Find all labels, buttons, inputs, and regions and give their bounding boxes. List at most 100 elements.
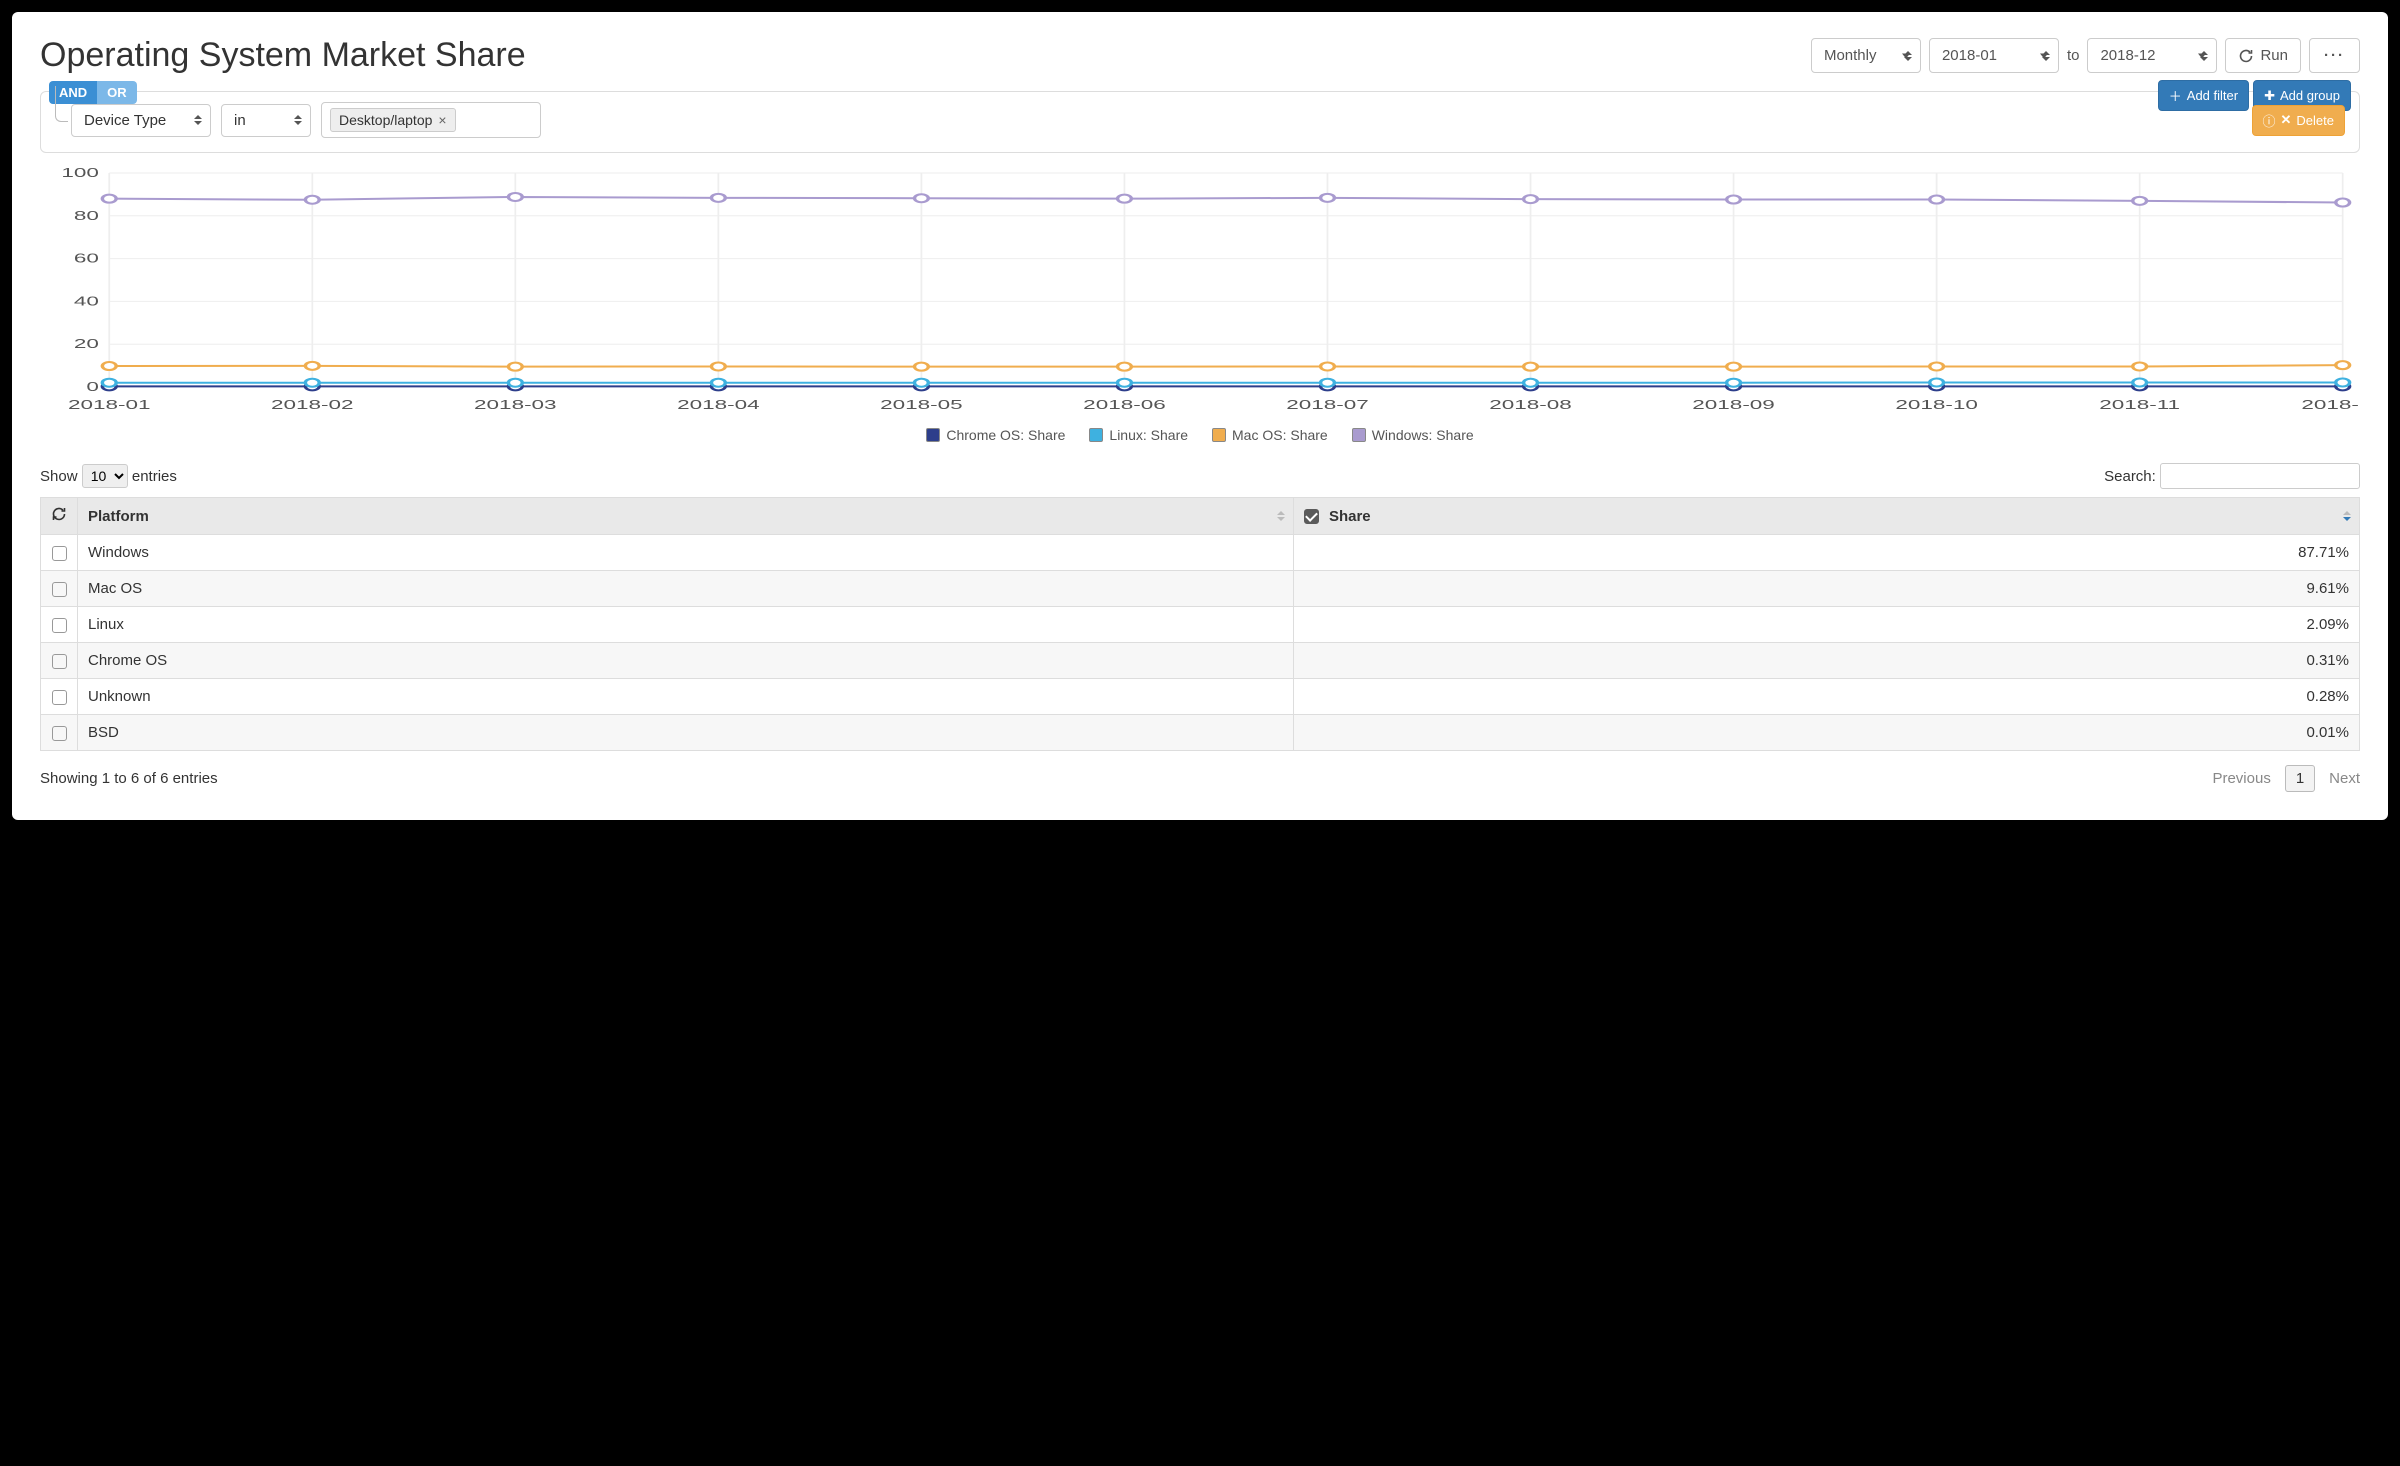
row-checkbox[interactable] bbox=[52, 726, 67, 741]
table-row: Linux2.09% bbox=[41, 607, 2360, 643]
table-row: Windows87.71% bbox=[41, 535, 2360, 571]
legend-item[interactable]: Linux: Share bbox=[1089, 427, 1188, 443]
svg-text:2018-10: 2018-10 bbox=[1895, 397, 1978, 412]
row-checkbox[interactable] bbox=[52, 654, 67, 669]
col-platform[interactable]: Platform bbox=[78, 498, 1294, 535]
svg-text:2018-07: 2018-07 bbox=[1286, 397, 1369, 412]
to-label: to bbox=[2067, 47, 2080, 64]
legend-item[interactable]: Windows: Share bbox=[1352, 427, 1474, 443]
page-number[interactable]: 1 bbox=[2285, 765, 2315, 792]
filter-tag-label: Desktop/laptop bbox=[339, 112, 432, 128]
legend-label: Mac OS: Share bbox=[1232, 427, 1328, 443]
delete-filter-button[interactable]: ⓘ ✕ Delete bbox=[2252, 105, 2346, 136]
legend-label: Windows: Share bbox=[1372, 427, 1474, 443]
svg-text:2018-04: 2018-04 bbox=[677, 397, 760, 412]
date-to-select[interactable]: 2018-12 bbox=[2087, 38, 2217, 73]
table-row: BSD0.01% bbox=[41, 715, 2360, 751]
filter-row: Device Type in Desktop/laptop × ⓘ ✕ Dele… bbox=[41, 92, 2359, 152]
run-label: Run bbox=[2260, 47, 2288, 64]
filter-field-value: Device Type bbox=[84, 112, 166, 129]
row-checkbox[interactable] bbox=[52, 546, 67, 561]
platform-cell: Chrome OS bbox=[78, 643, 1294, 679]
filter-operator-select[interactable]: in bbox=[221, 104, 311, 137]
chart-legend: Chrome OS: Share Linux: Share Mac OS: Shar… bbox=[40, 427, 2360, 443]
share-cell: 0.31% bbox=[1293, 643, 2359, 679]
col-share-label: Share bbox=[1329, 508, 1371, 525]
share-cell: 9.61% bbox=[1293, 571, 2359, 607]
svg-text:80: 80 bbox=[74, 208, 99, 223]
legend-swatch bbox=[926, 428, 940, 442]
table-row: Chrome OS0.31% bbox=[41, 643, 2360, 679]
platform-cell: Linux bbox=[78, 607, 1294, 643]
platform-cell: BSD bbox=[78, 715, 1294, 751]
filter-value-box[interactable]: Desktop/laptop × bbox=[321, 102, 541, 138]
legend-item[interactable]: Chrome OS: Share bbox=[926, 427, 1065, 443]
entries-control: Show 10 entries bbox=[40, 464, 177, 488]
svg-text:2018-12: 2018-12 bbox=[2301, 397, 2360, 412]
svg-text:2018-08: 2018-08 bbox=[1489, 397, 1572, 412]
row-checkbox[interactable] bbox=[52, 690, 67, 705]
svg-text:40: 40 bbox=[74, 293, 99, 308]
svg-text:2018-05: 2018-05 bbox=[880, 397, 963, 412]
refresh-icon bbox=[2238, 48, 2254, 64]
date-from-value: 2018-01 bbox=[1942, 47, 1997, 64]
paging-row: Showing 1 to 6 of 6 entries Previous 1 N… bbox=[40, 765, 2360, 792]
entries-select[interactable]: 10 bbox=[82, 464, 128, 488]
platform-cell: Mac OS bbox=[78, 571, 1294, 607]
prev-button[interactable]: Previous bbox=[2212, 770, 2270, 787]
table-info: Showing 1 to 6 of 6 entries bbox=[40, 770, 218, 787]
svg-text:20: 20 bbox=[74, 336, 99, 351]
svg-text:2018-11: 2018-11 bbox=[2099, 397, 2180, 412]
run-button[interactable]: Run bbox=[2225, 38, 2301, 73]
show-suffix: entries bbox=[132, 468, 177, 485]
share-cell: 0.01% bbox=[1293, 715, 2359, 751]
table-row: Mac OS9.61% bbox=[41, 571, 2360, 607]
more-button[interactable]: ··· bbox=[2309, 38, 2360, 73]
date-to-value: 2018-12 bbox=[2100, 47, 2155, 64]
legend-swatch bbox=[1352, 428, 1366, 442]
period-controls: Monthly 2018-01 to 2018-12 Run ··· bbox=[1811, 38, 2360, 73]
col-platform-label: Platform bbox=[88, 508, 149, 525]
search-control: Search: bbox=[2104, 463, 2360, 489]
filter-row-actions: ⓘ ✕ Delete bbox=[2252, 105, 2346, 136]
show-prefix: Show bbox=[40, 468, 78, 485]
platform-cell: Windows bbox=[78, 535, 1294, 571]
refresh-icon bbox=[51, 506, 67, 522]
svg-text:2018-02: 2018-02 bbox=[271, 397, 354, 412]
row-checkbox[interactable] bbox=[52, 582, 67, 597]
svg-text:100: 100 bbox=[61, 167, 99, 180]
filter-tag: Desktop/laptop × bbox=[330, 108, 456, 132]
search-label: Search: bbox=[2104, 468, 2156, 485]
data-table: Platform Share Windows87.71%Mac OS9.61%L… bbox=[40, 497, 2360, 751]
close-icon: ✕ bbox=[2281, 112, 2292, 128]
svg-text:60: 60 bbox=[74, 251, 99, 266]
next-button[interactable]: Next bbox=[2329, 770, 2360, 787]
share-cell: 87.71% bbox=[1293, 535, 2359, 571]
table-row: Unknown0.28% bbox=[41, 679, 2360, 715]
filter-field-select[interactable]: Device Type bbox=[71, 104, 211, 137]
legend-item[interactable]: Mac OS: Share bbox=[1212, 427, 1328, 443]
pager: Previous 1 Next bbox=[2212, 765, 2360, 792]
refresh-header[interactable] bbox=[41, 498, 78, 535]
legend-label: Chrome OS: Share bbox=[946, 427, 1065, 443]
svg-text:2018-09: 2018-09 bbox=[1692, 397, 1775, 412]
date-from-select[interactable]: 2018-01 bbox=[1929, 38, 2059, 73]
delete-label: Delete bbox=[2296, 113, 2334, 128]
col-share[interactable]: Share bbox=[1293, 498, 2359, 535]
search-input[interactable] bbox=[2160, 463, 2360, 489]
share-cell: 2.09% bbox=[1293, 607, 2359, 643]
info-icon: ⓘ bbox=[2263, 111, 2276, 130]
granularity-select[interactable]: Monthly bbox=[1811, 38, 1921, 73]
svg-text:2018-06: 2018-06 bbox=[1083, 397, 1166, 412]
share-checkbox-icon bbox=[1304, 509, 1319, 524]
granularity-value: Monthly bbox=[1824, 47, 1877, 64]
filter-block: AND OR ＋ Add filter ✚ Add group Device T… bbox=[40, 91, 2360, 153]
svg-text:0: 0 bbox=[86, 379, 99, 394]
remove-tag-icon[interactable]: × bbox=[438, 112, 446, 128]
legend-swatch bbox=[1212, 428, 1226, 442]
line-chart: 0204060801002018-012018-022018-032018-04… bbox=[40, 167, 2360, 417]
header: Operating System Market Share Monthly 20… bbox=[40, 36, 2360, 75]
share-cell: 0.28% bbox=[1293, 679, 2359, 715]
page-title: Operating System Market Share bbox=[40, 36, 526, 75]
row-checkbox[interactable] bbox=[52, 618, 67, 633]
